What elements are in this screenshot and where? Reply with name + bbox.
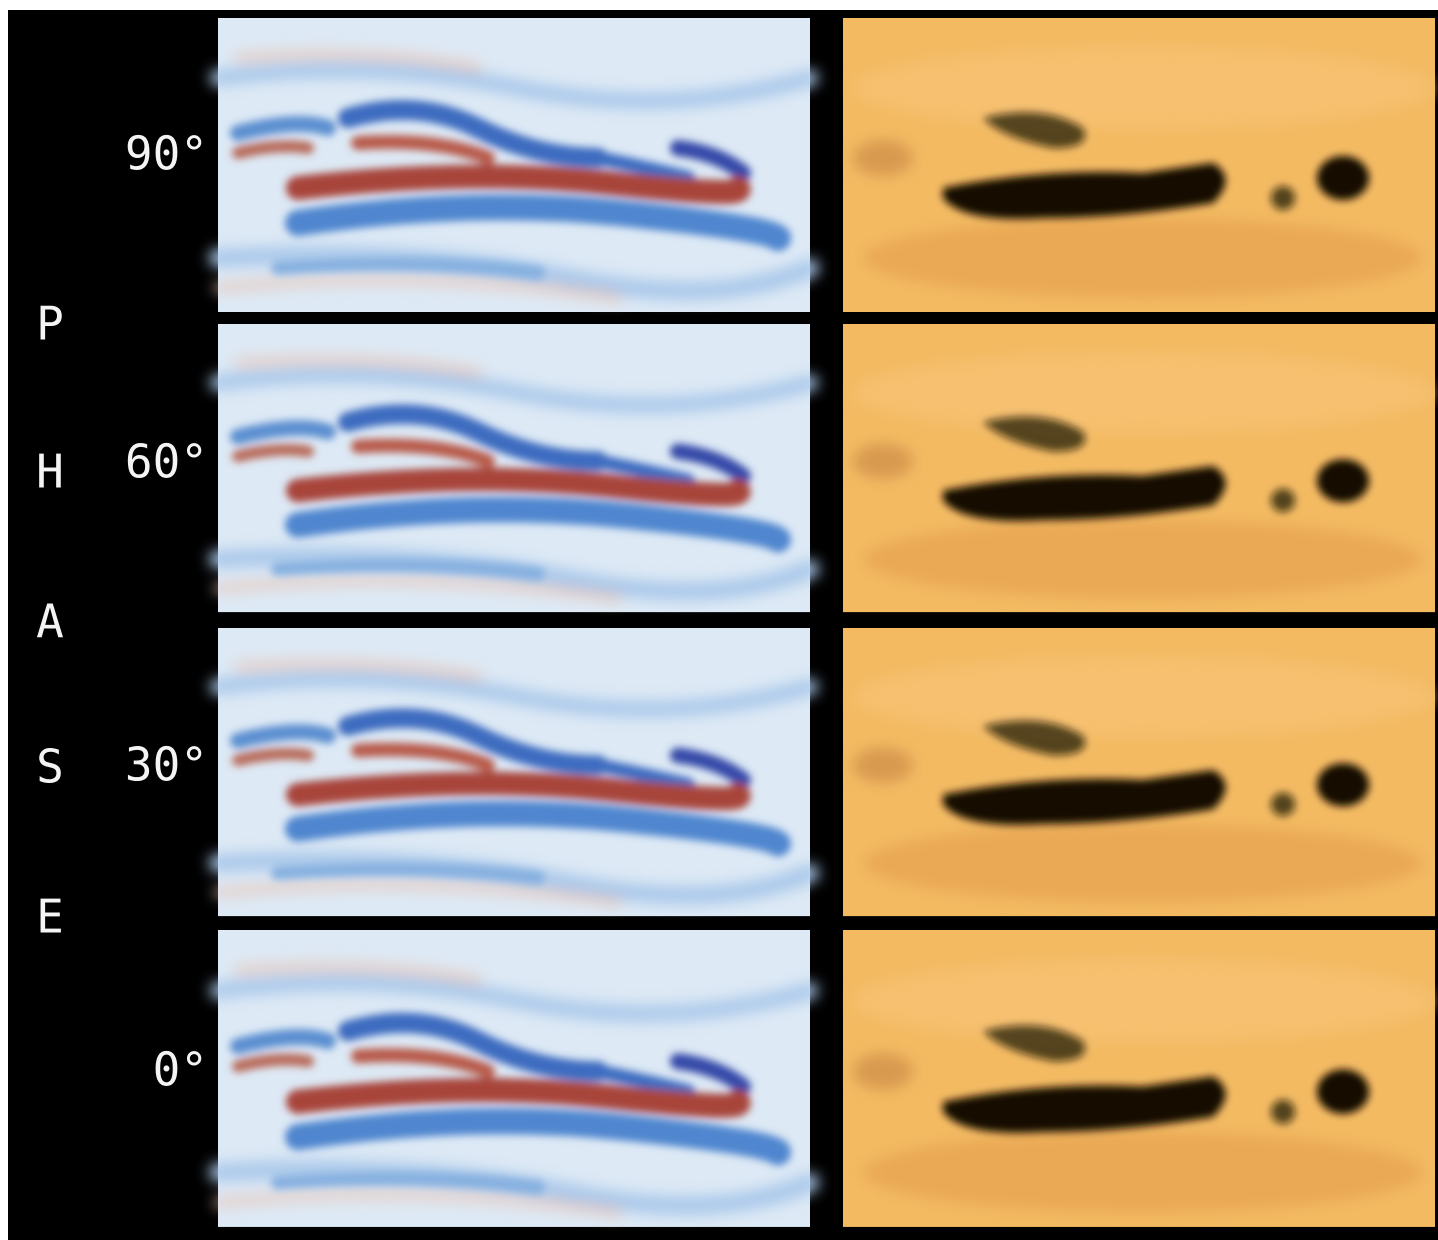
side-letter: A: [36, 595, 64, 649]
phase-label: 90°: [125, 127, 208, 181]
amplitude-panel: [843, 930, 1435, 1227]
seismic-panel: [218, 930, 810, 1227]
seismic-panel: [218, 628, 810, 916]
phase-label: 60°: [125, 435, 208, 489]
phase-label: 0°: [153, 1043, 208, 1097]
seismic-panel: [218, 18, 810, 312]
side-letter: H: [36, 445, 64, 499]
amplitude-panel: [843, 18, 1435, 312]
side-letter: E: [36, 890, 64, 944]
phase-label: 30°: [125, 738, 208, 792]
amplitude-panel: [843, 628, 1435, 916]
seismic-panel: [218, 324, 810, 612]
amplitude-panel: [843, 324, 1435, 612]
side-letter: P: [36, 297, 64, 351]
side-letter: S: [36, 740, 64, 794]
